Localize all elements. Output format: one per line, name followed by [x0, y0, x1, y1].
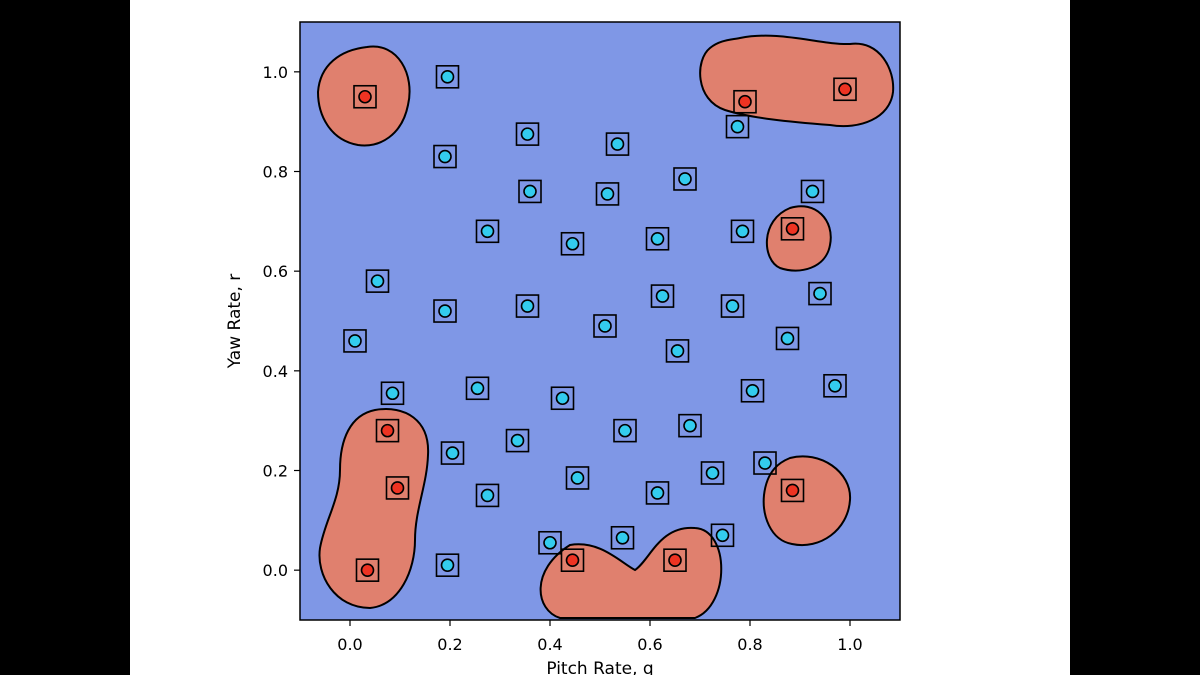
cyan-point [515, 122, 540, 146]
red-point [353, 84, 377, 109]
red-region-5 [762, 455, 852, 547]
cyan-point [720, 294, 745, 318]
cyan-point [518, 179, 542, 204]
red-point [385, 476, 410, 500]
red-point [375, 418, 400, 443]
cyan-point [775, 326, 800, 351]
y-axis-label: Yaw Rate, r [225, 274, 245, 370]
plot-border [299, 21, 901, 621]
y-tick-label: 0.0 [263, 561, 288, 580]
x-axis-label: Pitch Rate, q [546, 659, 653, 675]
x-tick-label: 0.8 [737, 635, 762, 654]
cyan-point [740, 378, 765, 403]
cyan-point [440, 441, 465, 465]
cyan-point [475, 219, 500, 244]
red-point [733, 89, 757, 114]
x-tick-label: 1.0 [837, 635, 862, 654]
red-point [780, 217, 805, 241]
cyan-point [645, 481, 670, 505]
cyan-point [515, 294, 540, 318]
cyan-point [645, 226, 670, 251]
cyan-point [613, 418, 637, 443]
cyan-point [465, 376, 490, 401]
cyan-point [605, 132, 630, 156]
x-tick-label: 0.0 [337, 635, 362, 654]
red-region-3 [766, 205, 832, 272]
cyan-point [538, 530, 562, 555]
cyan-point [380, 381, 405, 406]
cyan-point [725, 114, 750, 139]
figure-frame: 0.0 0.2 0.4 0.6 0.8 1.0 0.0 0.2 0.4 0.6 0.8 1.0 Pi… [130, 0, 1070, 675]
x-tick-label: 0.6 [637, 635, 662, 654]
red-point [355, 558, 380, 582]
cyan-point [710, 523, 735, 548]
data-points [343, 65, 857, 582]
cyan-point [433, 299, 457, 323]
y-tick-label: 0.2 [263, 462, 288, 481]
cyan-point [673, 167, 697, 191]
red-point [833, 77, 857, 102]
cyan-point [753, 451, 777, 475]
red-region-6 [539, 526, 723, 619]
x-tick-label: 0.2 [437, 635, 462, 654]
y-tick-label: 0.8 [263, 163, 288, 182]
cyan-point [595, 182, 620, 206]
y-tick-label: 1.0 [263, 63, 288, 82]
cyan-point [343, 329, 367, 353]
red-point [663, 548, 687, 573]
y-axis: 0.0 0.2 0.4 0.6 0.8 1.0 [263, 63, 300, 580]
decision-boundary-chart: 0.0 0.2 0.4 0.6 0.8 1.0 0.0 0.2 0.4 0.6 0.8 1.0 Pi… [225, 21, 901, 675]
red-point [780, 478, 805, 503]
cyan-point [808, 281, 832, 306]
cyan-point [610, 525, 635, 550]
cyan-point [433, 144, 457, 169]
cyan-point [700, 461, 725, 485]
y-tick-label: 0.4 [263, 362, 288, 381]
x-axis: 0.0 0.2 0.4 0.6 0.8 1.0 [337, 620, 863, 654]
red-point [560, 548, 585, 573]
cyan-point [800, 179, 825, 204]
cyan-point [565, 466, 590, 490]
cyan-point [730, 219, 755, 244]
y-tick-label: 0.6 [263, 262, 288, 281]
decision-regions [316, 34, 895, 619]
x-tick-label: 0.4 [537, 635, 562, 654]
red-region-4 [318, 408, 430, 610]
cyan-point [665, 339, 690, 363]
cyan-point [550, 386, 575, 411]
cyan-point [823, 373, 847, 398]
cyan-point [365, 269, 390, 293]
cyan-point [505, 428, 530, 453]
cyan-point [650, 284, 675, 308]
cyan-point [435, 65, 460, 89]
cyan-point [435, 553, 460, 577]
cyan-point [678, 413, 702, 438]
cyan-point [593, 314, 617, 338]
cyan-point [475, 483, 500, 508]
cyan-point [560, 231, 585, 256]
